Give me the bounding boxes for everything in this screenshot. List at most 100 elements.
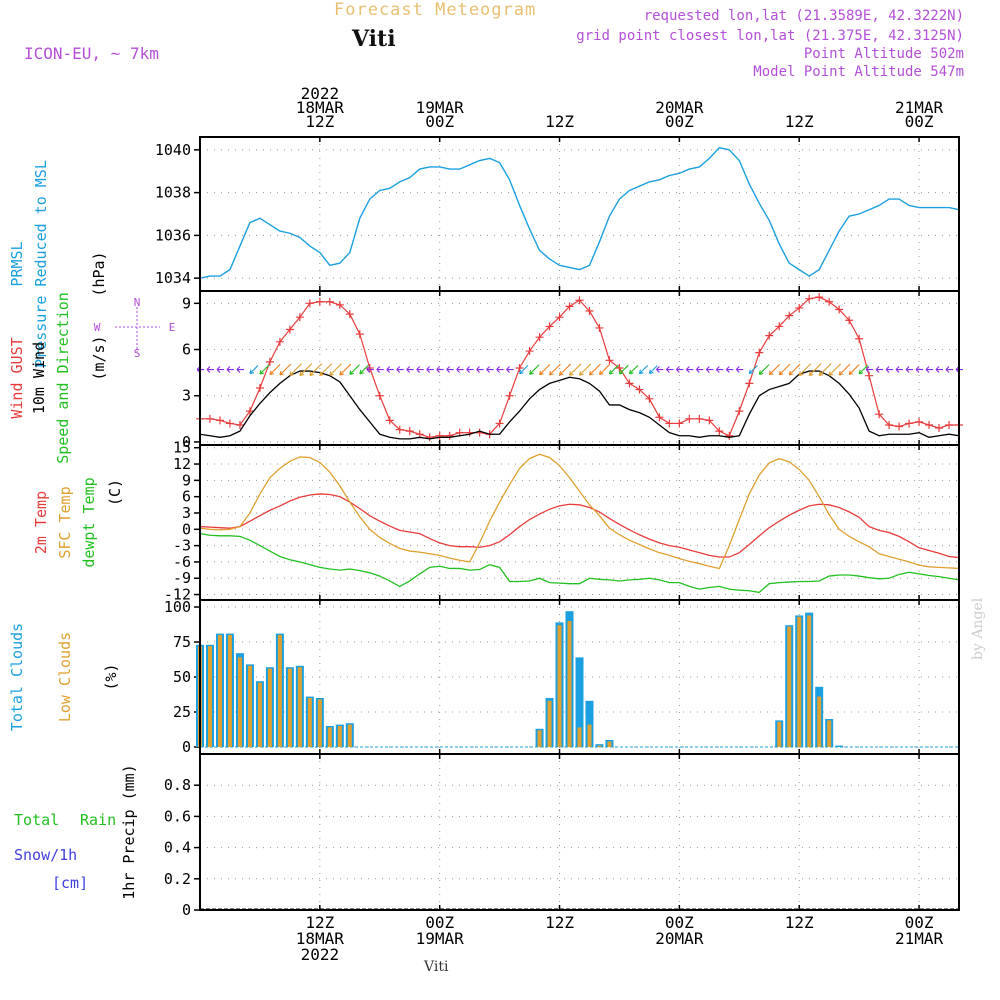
- gust-point: [775, 322, 784, 331]
- gust-point: [855, 334, 864, 343]
- axis-label: Rain: [80, 811, 116, 829]
- gust-point: [915, 417, 924, 426]
- gust-point: [325, 297, 334, 306]
- y-tick-label: 6: [182, 341, 191, 359]
- bottom-time-label: 18MAR: [296, 929, 345, 948]
- low-cloud-bar: [287, 668, 292, 747]
- wind-direction-arrow: [695, 366, 704, 373]
- wind-direction-arrow: [226, 366, 234, 373]
- bottom-time-label: 00Z: [905, 913, 934, 932]
- gust-point: [615, 364, 624, 372]
- y-tick-label: 0: [182, 901, 191, 919]
- y-tick-label: 1036: [155, 226, 191, 244]
- bottom-time-label: 12Z: [545, 913, 574, 932]
- wind-direction-arrow: [359, 364, 369, 375]
- wind-direction-arrow: [216, 366, 224, 373]
- wind-direction-arrow: [376, 366, 384, 373]
- wind-direction-arrow: [339, 363, 352, 376]
- wind-direction-arrow: [885, 366, 894, 373]
- y-tick-label: 50: [173, 668, 191, 686]
- low-cloud-bar: [807, 615, 812, 747]
- wind-direction-arrow: [206, 366, 214, 373]
- axis-unit-label: (%): [102, 663, 120, 690]
- low-cloud-bar: [317, 699, 322, 747]
- compass-label: S: [134, 347, 141, 360]
- gust-point: [495, 419, 504, 428]
- axis-unit-label: (m/s): [90, 335, 108, 380]
- wind-direction-arrow: [725, 366, 734, 373]
- wind-direction-arrow: [925, 366, 934, 373]
- wind-direction-arrow: [416, 366, 424, 373]
- wind-direction-arrow: [259, 364, 270, 375]
- gust-point: [875, 410, 884, 419]
- gust-point: [215, 416, 224, 425]
- wind-direction-arrow: [269, 364, 281, 376]
- low-cloud-bar: [237, 657, 242, 747]
- gust-point: [445, 431, 454, 440]
- gust-point: [345, 310, 354, 319]
- wind-direction-arrow: [675, 366, 684, 373]
- top-time-label: 00Z: [425, 112, 454, 131]
- low-cloud-bar: [267, 668, 272, 747]
- gust-point: [765, 331, 774, 340]
- total-cloud-bar: [835, 745, 844, 747]
- gust-point: [355, 330, 364, 339]
- gust-point: [395, 425, 404, 434]
- bottom-time-label: 12Z: [785, 913, 814, 932]
- wind-direction-arrow: [299, 363, 313, 377]
- compass-cross: [115, 307, 160, 352]
- wind-direction-arrow: [808, 363, 822, 377]
- y-tick-label: -3: [173, 537, 191, 555]
- y-tick-label: 3: [182, 387, 191, 405]
- low-cloud-bar: [207, 646, 212, 747]
- wind-direction-arrow: [768, 363, 780, 376]
- gust-point: [745, 379, 754, 388]
- low-cloud-bar: [607, 741, 612, 747]
- axis-label: Total: [14, 811, 59, 829]
- y-tick-label: 0.4: [164, 839, 191, 857]
- grid-point-coordinates: grid point closest lon,lat (21.375E, 42.…: [576, 28, 964, 44]
- wind-direction-arrow: [506, 366, 514, 373]
- y-tick-label: 6: [182, 488, 191, 506]
- low-cloud-bar: [247, 665, 252, 747]
- gust-point: [305, 299, 314, 308]
- wind-direction-arrow: [386, 366, 394, 373]
- top-time-label: 00Z: [905, 112, 934, 131]
- low-cloud-bar: [597, 745, 602, 747]
- low-cloud-bar: [777, 721, 782, 747]
- wind-direction-arrow: [656, 366, 664, 373]
- wind-direction-arrow: [715, 366, 724, 373]
- axis-label: [cm]: [52, 874, 88, 892]
- wind-direction-arrow: [685, 366, 694, 373]
- bottom-time-label: 12Z: [305, 913, 334, 932]
- y-tick-label: -6: [173, 553, 191, 571]
- gust-point: [715, 427, 724, 436]
- wind-direction-arrow: [818, 363, 832, 377]
- gust-point: [255, 384, 264, 393]
- total-cloud-bar: [575, 657, 584, 747]
- low-cloud-bar: [587, 724, 592, 747]
- top-time-label: 12Z: [305, 112, 334, 131]
- gust-point: [905, 419, 914, 428]
- y-tick-label: 15: [173, 439, 191, 457]
- gust-point: [265, 357, 274, 366]
- gust-point: [435, 431, 444, 440]
- top-time-label: 2022: [301, 84, 340, 103]
- requested-coordinates: requested lon,lat (21.3589E, 42.3222N): [643, 8, 964, 24]
- wind-direction-arrow: [705, 366, 714, 373]
- wind-direction-arrow: [476, 366, 484, 373]
- bottom-time-label: 21MAR: [895, 929, 944, 948]
- wind-direction-arrow: [568, 363, 582, 376]
- wind-direction-arrow: [558, 363, 572, 376]
- gust-point: [815, 293, 824, 302]
- wind-direction-arrow: [628, 364, 639, 375]
- top-time-label: 20MAR: [655, 98, 704, 117]
- footer-location-name: Viti: [424, 959, 449, 975]
- low-cloud-bar: [787, 626, 792, 747]
- gust-point: [465, 428, 474, 437]
- wind-direction-arrow: [519, 364, 529, 375]
- wind-direction-arrow: [915, 366, 924, 373]
